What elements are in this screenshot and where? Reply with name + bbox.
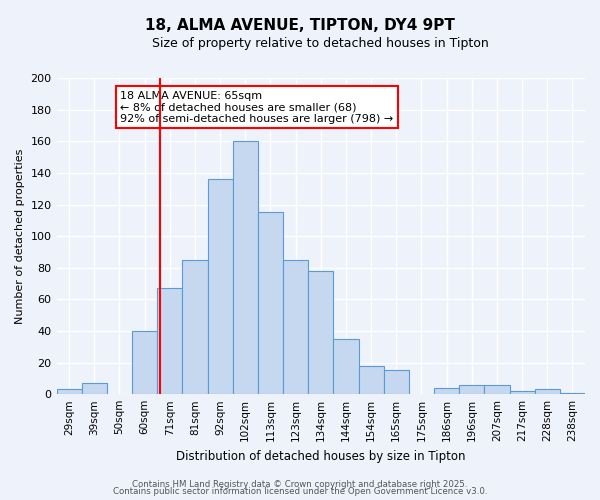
Bar: [359, 366, 383, 394]
Bar: [509, 391, 535, 394]
Bar: [560, 392, 585, 394]
X-axis label: Distribution of detached houses by size in Tipton: Distribution of detached houses by size …: [176, 450, 466, 462]
Bar: [157, 288, 182, 394]
Bar: [334, 339, 359, 394]
Bar: [233, 142, 258, 394]
Text: Contains public sector information licensed under the Open Government Licence v3: Contains public sector information licen…: [113, 488, 487, 496]
Bar: [258, 212, 283, 394]
Text: 18, ALMA AVENUE, TIPTON, DY4 9PT: 18, ALMA AVENUE, TIPTON, DY4 9PT: [145, 18, 455, 32]
Bar: [182, 260, 208, 394]
Bar: [383, 370, 409, 394]
Text: 18 ALMA AVENUE: 65sqm
← 8% of detached houses are smaller (68)
92% of semi-detac: 18 ALMA AVENUE: 65sqm ← 8% of detached h…: [120, 90, 393, 124]
Bar: [56, 390, 82, 394]
Bar: [484, 384, 509, 394]
Bar: [308, 271, 334, 394]
Bar: [535, 390, 560, 394]
Bar: [459, 384, 484, 394]
Bar: [208, 179, 233, 394]
Title: Size of property relative to detached houses in Tipton: Size of property relative to detached ho…: [152, 38, 489, 51]
Bar: [283, 260, 308, 394]
Bar: [132, 331, 157, 394]
Bar: [82, 383, 107, 394]
Text: Contains HM Land Registry data © Crown copyright and database right 2025.: Contains HM Land Registry data © Crown c…: [132, 480, 468, 489]
Bar: [434, 388, 459, 394]
Y-axis label: Number of detached properties: Number of detached properties: [15, 148, 25, 324]
